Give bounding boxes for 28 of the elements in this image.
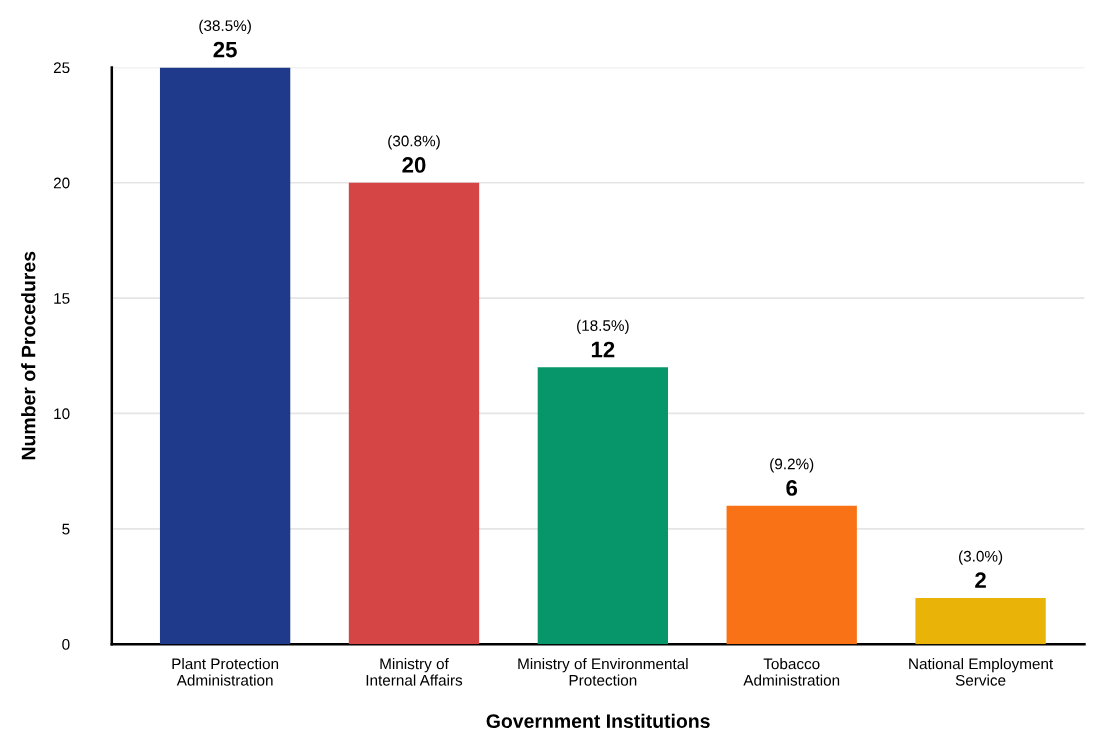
- y-axis-title: Number of Procedures: [21, 251, 36, 460]
- x-tick-label: Ministry of Internal Affairs: [366, 658, 463, 686]
- data-label: 25: [213, 41, 237, 58]
- bar: [915, 598, 1046, 645]
- y-tick-label: 5: [62, 523, 70, 535]
- annotation: (18.5%): [577, 319, 629, 334]
- annotation: (30.8%): [388, 135, 440, 150]
- y-tick-label: 20: [53, 177, 70, 189]
- annotation: (3.0%): [959, 550, 1003, 565]
- bar: [537, 367, 669, 645]
- y-tick-label: 25: [53, 62, 70, 74]
- data-label: 2: [975, 572, 986, 588]
- y-tick-label: 10: [54, 408, 70, 420]
- x-tick-label: National Employment Service: [909, 658, 1054, 686]
- bar: [726, 505, 857, 645]
- x-axis-title: Government Institutions: [486, 713, 710, 729]
- data-label: 12: [591, 341, 615, 358]
- x-tick-label: Tobacco Administration: [743, 658, 840, 686]
- annotation: (38.5%): [199, 19, 251, 35]
- x-tick-label: Ministry of Environmental Protection: [518, 658, 688, 686]
- x-tick-label: Plant Protection Administration: [172, 658, 279, 686]
- y-tick-label: 0: [62, 639, 70, 650]
- annotation: (9.2%): [770, 458, 814, 473]
- bar: [348, 182, 480, 645]
- bar: [159, 67, 291, 645]
- y-tick-label: 15: [54, 293, 70, 304]
- data-label: 20: [402, 157, 426, 173]
- data-label: 6: [786, 480, 798, 496]
